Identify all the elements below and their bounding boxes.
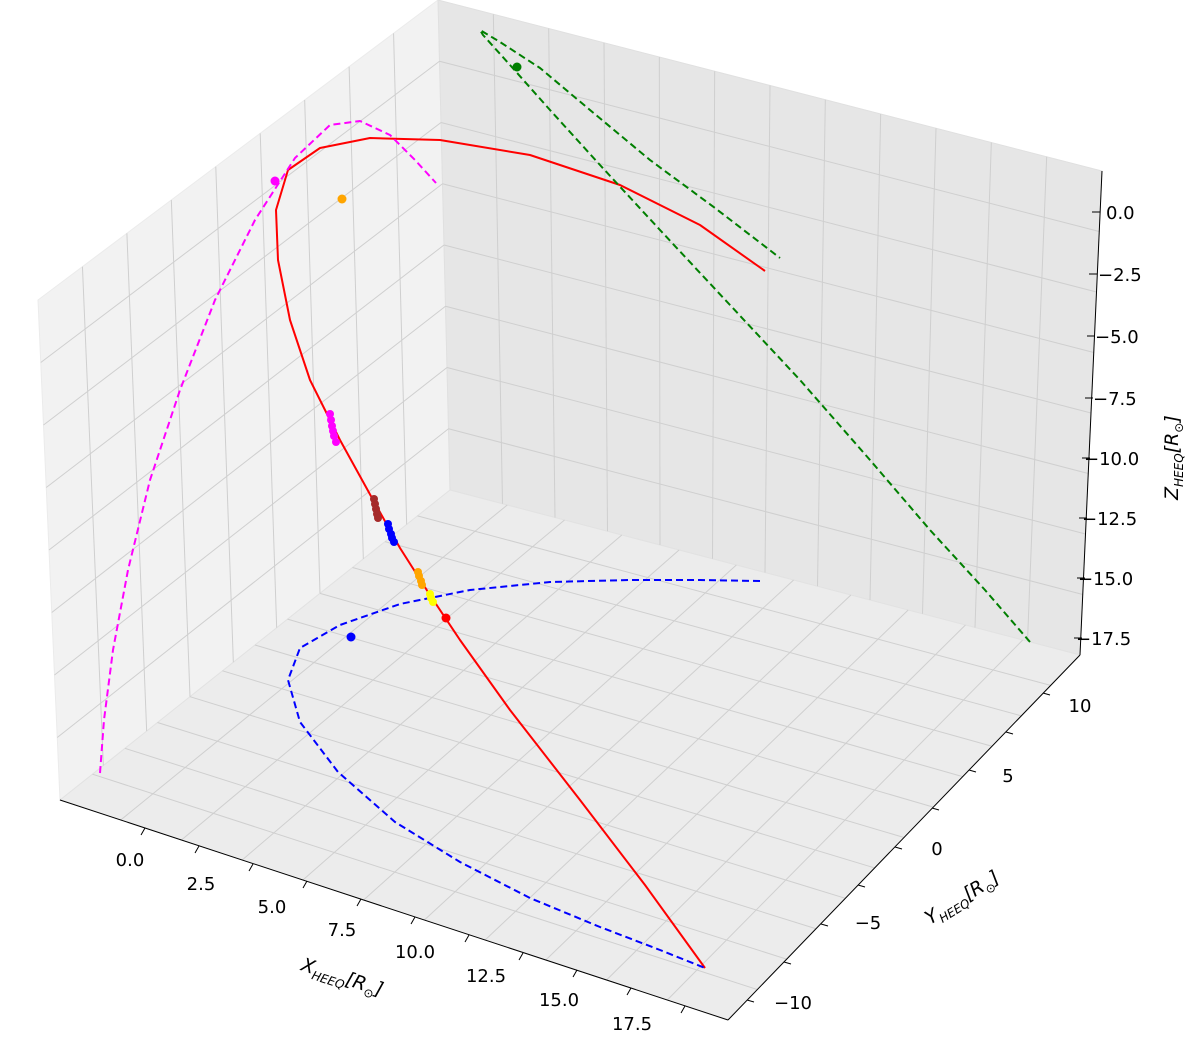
grid-line xyxy=(222,670,875,869)
grid-line xyxy=(352,567,993,747)
z-axis-line xyxy=(1079,170,1103,656)
marker-clusters xyxy=(326,410,437,606)
grid-line xyxy=(363,564,737,901)
grid-line xyxy=(120,504,508,821)
z-tick-label: −12.5 xyxy=(1082,509,1137,530)
grid-line xyxy=(417,515,1051,686)
cluster-point-blue xyxy=(390,538,398,546)
marker-points xyxy=(270,62,522,642)
cluster-point-orange xyxy=(418,581,426,589)
gridlines xyxy=(40,14,1100,1001)
point-red xyxy=(441,613,451,623)
z-axis-label: ZHEEQ[R⊙] xyxy=(1161,415,1186,501)
point-orange xyxy=(337,194,347,204)
y-tick-label: −5 xyxy=(855,913,882,934)
curve-green xyxy=(479,29,1031,643)
cluster-point-magenta xyxy=(326,410,334,418)
curve-magenta xyxy=(99,120,437,774)
grid-line xyxy=(54,367,448,676)
y-tick-label: 0 xyxy=(931,839,942,860)
x-tick-label: 15.0 xyxy=(539,990,579,1011)
grid-line xyxy=(545,609,909,961)
grid-line xyxy=(124,747,787,960)
y-axis-label: YHEEQ[R⊙] xyxy=(921,866,1005,931)
point-green xyxy=(512,62,522,72)
x-ticks xyxy=(140,827,686,1014)
grid-line xyxy=(157,722,817,930)
y-tick-label: 10 xyxy=(1069,696,1092,717)
cluster-point-brown xyxy=(374,514,382,522)
z-ticks xyxy=(1074,211,1100,639)
z-tick-label: −17.5 xyxy=(1076,629,1131,650)
trajectory-curves xyxy=(99,29,1031,969)
grid-line xyxy=(446,367,1086,535)
curve-red xyxy=(275,137,766,969)
y-tick-label: 5 xyxy=(1002,766,1013,787)
y-ticks xyxy=(746,692,1051,1003)
grid-line xyxy=(43,122,442,426)
x-axis-line xyxy=(59,799,729,1021)
grid-line xyxy=(384,541,1022,717)
x-tick-label: 2.5 xyxy=(187,874,216,895)
cluster-point-yellow xyxy=(429,598,437,606)
grid-line xyxy=(445,305,1089,474)
y-tick-label: −10 xyxy=(774,993,812,1014)
grid-line xyxy=(189,696,846,899)
x-tick-label: 17.5 xyxy=(612,1014,652,1035)
grid-line xyxy=(254,644,905,838)
grid-line xyxy=(241,534,623,861)
x-axis-label: XHEEQ[R⊙] xyxy=(297,954,386,1004)
grid-line xyxy=(51,305,446,613)
grid-line xyxy=(442,183,1094,353)
grid-line xyxy=(287,618,934,808)
grid-line xyxy=(443,244,1092,414)
grid-line xyxy=(606,624,966,981)
grid-line xyxy=(424,579,794,921)
grid-line xyxy=(302,549,680,881)
grid-line xyxy=(440,122,1097,293)
z-tick-label: 0.0 xyxy=(1106,203,1135,224)
grid-line xyxy=(48,244,445,551)
z-tick-label: −15.0 xyxy=(1078,569,1133,590)
grid-line xyxy=(319,592,963,778)
grid-line xyxy=(448,428,1083,595)
x-tick-label: 12.5 xyxy=(466,966,506,987)
z-tick-label: −5.0 xyxy=(1095,327,1139,348)
grid-line xyxy=(666,639,1024,1001)
grid-line xyxy=(439,60,1100,232)
z-tick-label: −2.5 xyxy=(1098,265,1142,286)
grid-line xyxy=(56,428,449,738)
x-tick-label: 10.0 xyxy=(395,942,435,963)
grid-line xyxy=(92,773,758,991)
cluster-point-magenta xyxy=(327,416,335,424)
grid-line xyxy=(484,594,852,941)
sun-symbol: ⊙ xyxy=(1172,423,1186,433)
point-magenta xyxy=(270,176,280,186)
x-tick-label: 0.0 xyxy=(116,850,145,871)
point-blue xyxy=(346,632,356,642)
sun-symbol: ⊙ xyxy=(362,985,376,1001)
z-tick-label: −7.5 xyxy=(1093,389,1137,410)
grid-line xyxy=(181,519,565,841)
grid-line xyxy=(45,183,443,488)
x-tick-label: 7.5 xyxy=(328,920,357,941)
y-axis-line xyxy=(727,654,1081,1021)
grid-line xyxy=(40,60,440,363)
z-tick-label: −10.0 xyxy=(1084,449,1139,470)
x-tick-label: 5.0 xyxy=(258,897,287,918)
cluster-point-magenta xyxy=(332,438,340,446)
